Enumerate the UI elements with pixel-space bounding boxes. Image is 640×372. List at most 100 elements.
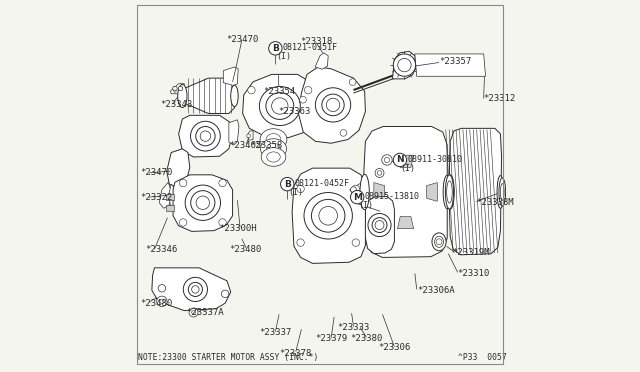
Circle shape [200,131,211,141]
Text: *23306A: *23306A [417,286,454,295]
Polygon shape [374,183,385,201]
Circle shape [271,98,288,114]
Polygon shape [152,268,231,311]
Text: *23470: *23470 [141,169,173,177]
Circle shape [351,190,364,204]
Circle shape [300,96,307,103]
Ellipse shape [266,93,294,119]
Ellipse shape [500,183,504,200]
Circle shape [319,206,337,225]
Circle shape [189,308,198,317]
Ellipse shape [267,152,280,162]
Circle shape [248,86,255,94]
Polygon shape [315,53,328,69]
Circle shape [280,177,294,191]
Ellipse shape [499,178,506,206]
Ellipse shape [183,277,207,301]
Text: (I): (I) [288,188,303,197]
Text: *23318: *23318 [300,37,332,46]
Circle shape [381,155,392,165]
Ellipse shape [432,233,446,251]
Ellipse shape [191,190,215,215]
Ellipse shape [446,175,454,209]
Ellipse shape [231,85,238,107]
Circle shape [326,98,340,112]
Text: 08911-30810: 08911-30810 [408,155,463,164]
Polygon shape [166,205,174,211]
Ellipse shape [368,214,391,237]
Circle shape [157,296,167,307]
Circle shape [158,285,166,292]
Ellipse shape [266,134,281,145]
Polygon shape [223,67,238,86]
Text: *23312: *23312 [484,94,516,103]
Text: *23337: *23337 [259,328,291,337]
Text: *23338M: *23338M [476,198,514,207]
Ellipse shape [304,193,353,239]
Polygon shape [166,194,174,200]
Text: *23306: *23306 [378,343,410,352]
Circle shape [219,219,227,226]
Circle shape [385,157,390,163]
Ellipse shape [435,236,444,247]
Circle shape [191,311,195,314]
Ellipse shape [312,199,345,232]
Polygon shape [397,155,413,167]
Polygon shape [415,54,486,76]
Polygon shape [248,131,253,140]
Text: *23358: *23358 [250,141,282,150]
Text: (I): (I) [358,201,373,210]
Text: *23380: *23380 [350,334,383,343]
Text: N: N [396,155,404,164]
Text: *23363: *23363 [278,107,311,116]
Circle shape [436,239,442,245]
Circle shape [352,185,360,193]
Polygon shape [292,168,365,263]
Circle shape [269,42,282,55]
Ellipse shape [360,174,369,210]
Text: *23343: *23343 [160,100,192,109]
Text: (I): (I) [401,164,416,173]
Circle shape [219,179,227,187]
Circle shape [340,129,347,136]
Ellipse shape [316,88,351,122]
Ellipse shape [443,175,451,209]
Polygon shape [179,115,232,157]
Text: *23310: *23310 [458,269,490,278]
Ellipse shape [185,185,221,220]
Ellipse shape [261,148,286,166]
Ellipse shape [497,176,504,208]
Circle shape [352,239,360,246]
Text: B: B [272,44,279,53]
Circle shape [174,90,176,92]
Polygon shape [170,84,184,94]
Ellipse shape [266,143,281,154]
Text: ^P33  0057: ^P33 0057 [458,353,506,362]
Text: 08121-0452F: 08121-0452F [294,179,349,188]
Polygon shape [229,120,239,145]
Text: *23480: *23480 [230,245,262,254]
Ellipse shape [445,175,454,209]
Circle shape [221,290,229,298]
Polygon shape [173,175,232,231]
Polygon shape [349,183,367,199]
Polygon shape [449,128,502,255]
Polygon shape [426,183,437,201]
Circle shape [397,58,411,72]
Circle shape [276,134,284,141]
Polygon shape [159,182,172,208]
Text: *23354: *23354 [263,87,295,96]
Text: *23357: *23357 [439,57,471,66]
Polygon shape [364,126,447,257]
Circle shape [378,171,381,175]
Circle shape [191,286,199,293]
Circle shape [297,185,304,193]
Polygon shape [365,196,394,254]
Circle shape [179,179,187,187]
Polygon shape [243,74,316,138]
Text: *23346: *23346 [145,245,177,254]
Ellipse shape [191,121,220,151]
Circle shape [394,153,406,167]
Ellipse shape [178,84,187,108]
Text: M: M [353,193,362,202]
